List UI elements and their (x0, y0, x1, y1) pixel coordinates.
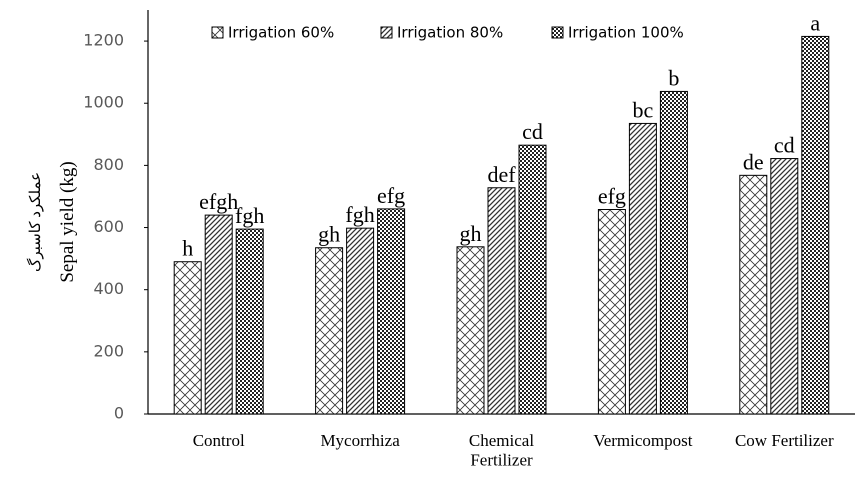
significance-letter: efgh (199, 189, 238, 214)
x-tick-label: Mycorrhiza (320, 431, 400, 450)
bar (770, 158, 799, 415)
y-tick-label: 0 (114, 404, 124, 423)
y-tick-label: 400 (93, 279, 124, 298)
significance-letter: de (743, 149, 764, 174)
significance-letter: cd (774, 133, 795, 158)
significance-letter: h (182, 236, 193, 261)
bar (659, 90, 688, 415)
significance-letter: efg (377, 183, 405, 208)
y-tick-label: 800 (93, 155, 124, 174)
bar (346, 227, 375, 415)
significance-letter: fgh (235, 203, 264, 228)
x-tick-label: Control (193, 431, 245, 450)
x-tick-label: Cow Fertilizer (735, 431, 834, 450)
legend-label: Irrigation 60% (228, 24, 334, 42)
y-tick-label: 600 (93, 217, 124, 236)
bar (377, 208, 406, 415)
significance-letter: def (487, 162, 516, 187)
significance-letter: fgh (345, 202, 374, 227)
y-tick-label: 200 (93, 341, 124, 360)
legend-label: Irrigation 80% (397, 24, 503, 42)
significance-letter: gh (460, 221, 482, 246)
bar (173, 261, 202, 415)
bar (628, 122, 657, 415)
significance-letter: b (668, 65, 679, 90)
bar (315, 247, 344, 415)
legend-swatch (380, 26, 393, 39)
y-axis-label: عملکرد کاسبرگ (26, 172, 44, 272)
bar (235, 228, 264, 415)
legend-label: Irrigation 100% (568, 24, 684, 42)
legend-swatch (551, 26, 564, 39)
x-tick-label: Vermicompost (593, 431, 692, 450)
legend-swatch (211, 26, 224, 39)
bar (801, 35, 830, 415)
significance-letter: bc (633, 97, 654, 122)
significance-letter: efg (598, 184, 626, 209)
y-tick-label: 1000 (83, 93, 124, 112)
bar (739, 174, 768, 415)
y-axis-label: Sepal yield (kg) (57, 161, 78, 282)
bar (487, 187, 516, 415)
significance-letter: a (810, 10, 820, 35)
bar (456, 246, 485, 415)
y-tick-label: 1200 (83, 31, 124, 50)
x-tick-label: Chemical Fertilizer (469, 431, 534, 470)
bar (204, 214, 233, 415)
significance-letter: gh (318, 222, 340, 247)
significance-letter: cd (522, 119, 543, 144)
bar (597, 209, 626, 415)
bar (518, 144, 547, 415)
